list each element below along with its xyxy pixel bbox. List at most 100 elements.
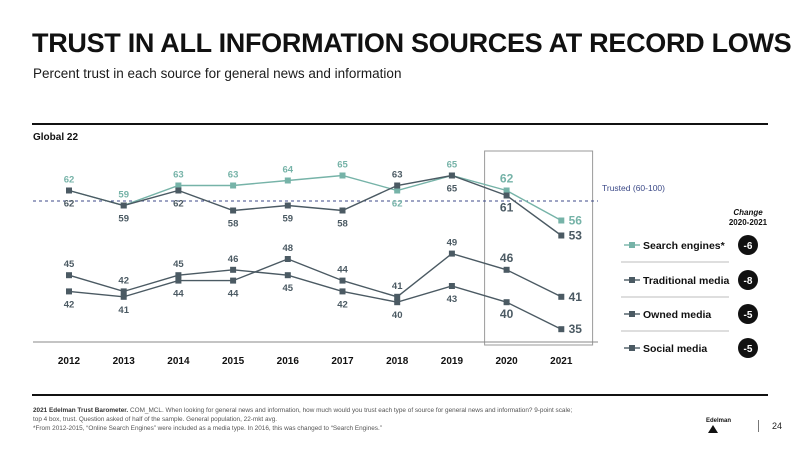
- series-marker: [448, 283, 455, 289]
- data-label: 42: [64, 299, 75, 310]
- top-divider: [32, 123, 768, 125]
- page-separator: [758, 420, 759, 432]
- data-label: 63: [392, 170, 403, 181]
- series-marker: [448, 250, 455, 257]
- series-marker: [558, 217, 565, 224]
- series-marker: [175, 182, 182, 189]
- series-marker: [284, 177, 291, 184]
- data-label: 44: [337, 265, 348, 276]
- series-marker: [175, 277, 182, 284]
- x-tick-label: 2016: [277, 356, 300, 367]
- footnote-line-2: top 4 box, trust. Question asked of half…: [33, 416, 278, 423]
- change-badge-value: -5: [744, 344, 753, 355]
- data-label: 65: [337, 160, 348, 171]
- data-label: 62: [64, 199, 75, 210]
- series-marker: [284, 202, 291, 209]
- footnote-source: 2021 Edelman Trust Barometer.: [33, 407, 129, 414]
- series-marker: [230, 277, 237, 284]
- series-marker: [230, 182, 237, 189]
- legend-label: Owned media: [643, 309, 711, 321]
- change-badge: [738, 270, 758, 290]
- series-marker: [339, 288, 346, 295]
- legend-swatch-marker: [629, 277, 635, 283]
- footnote: 2021 Edelman Trust Barometer. COM_MCL. W…: [33, 406, 683, 433]
- series-marker: [394, 182, 401, 189]
- data-label: 43: [447, 294, 458, 305]
- page-title: TRUST IN ALL INFORMATION SOURCES AT RECO…: [32, 28, 792, 58]
- data-label: 35: [569, 322, 583, 336]
- brand-logo-icon: [708, 425, 718, 433]
- series-marker: [120, 293, 127, 300]
- legend-label: Search engines*: [643, 240, 726, 252]
- data-label: 42: [118, 275, 129, 286]
- data-label: 40: [392, 310, 403, 321]
- x-tick-label: 2019: [441, 356, 464, 367]
- x-tick-label: 2013: [113, 356, 136, 367]
- data-label: 63: [173, 170, 184, 181]
- change-badge-value: -8: [744, 276, 753, 287]
- series-marker: [120, 288, 127, 295]
- data-label: 46: [228, 254, 239, 265]
- threshold-label: Trusted (60-100): [602, 183, 665, 193]
- x-tick-label: 2012: [58, 356, 81, 367]
- data-label: 62: [500, 172, 514, 186]
- legend-swatch-marker: [629, 242, 635, 248]
- data-label: 45: [173, 259, 184, 270]
- change-badge-value: -6: [744, 241, 753, 252]
- change-badge: [738, 338, 758, 358]
- change-badge: [738, 304, 758, 324]
- legend-swatch-marker: [629, 311, 635, 317]
- trust-line-chart: Trusted (60-100) 2012 2013 2014 2015 2016 2017…: [33, 150, 768, 367]
- data-label: 61: [500, 201, 514, 215]
- series-marker: [448, 172, 455, 179]
- series-marker: [503, 266, 510, 273]
- series-marker: [558, 232, 565, 239]
- data-label: 41: [118, 305, 129, 316]
- data-label: 41: [392, 281, 403, 292]
- data-label: 49: [447, 238, 458, 249]
- series-line: [68, 252, 562, 298]
- series-marker: [503, 192, 510, 199]
- series-marker: [230, 266, 237, 273]
- data-label: 40: [500, 307, 514, 321]
- series-marker: [394, 187, 401, 194]
- series-marker: [339, 172, 346, 179]
- data-label: 48: [283, 243, 294, 254]
- region-label: Global 22: [33, 132, 79, 143]
- data-label: 44: [173, 289, 184, 300]
- data-label: 41: [569, 290, 583, 304]
- series-marker: [558, 326, 565, 333]
- x-tick-label: 2014: [167, 356, 190, 367]
- x-tick-label: 2018: [386, 356, 409, 367]
- highlight-box-2020: [484, 150, 594, 346]
- series-marker: [394, 299, 401, 306]
- series-marker: [175, 187, 182, 194]
- x-tick-label: 2015: [222, 356, 245, 367]
- series-marker: [558, 293, 565, 300]
- data-label: 58: [228, 219, 239, 230]
- series-line: [68, 269, 562, 330]
- change-badge: [738, 235, 758, 255]
- legend-label: Social media: [643, 343, 707, 355]
- data-label: 65: [447, 184, 458, 195]
- data-label: 53: [569, 229, 583, 243]
- data-label: 64: [283, 165, 294, 176]
- data-label: 62: [173, 199, 184, 210]
- series-marker: [66, 288, 72, 295]
- series-line: [68, 174, 562, 222]
- data-label: 45: [64, 259, 75, 270]
- series-marker: [284, 272, 291, 279]
- data-label: 56: [569, 214, 583, 228]
- series-marker: [175, 272, 182, 279]
- series-line: [68, 174, 562, 237]
- change-badge-value: -5: [744, 310, 753, 321]
- x-tick-label: 2017: [331, 356, 354, 367]
- change-header: Change: [733, 208, 763, 217]
- data-label: 44: [228, 289, 239, 300]
- footnote-line-1: COM_MCL. When looking for general news a…: [129, 407, 573, 414]
- data-label: 42: [337, 299, 348, 310]
- legend-swatch-marker: [629, 345, 635, 351]
- footnote-line-3: *From 2012-2015, “Online Search Engines”…: [33, 425, 382, 432]
- data-label: 45: [283, 283, 294, 294]
- series-marker: [66, 272, 72, 279]
